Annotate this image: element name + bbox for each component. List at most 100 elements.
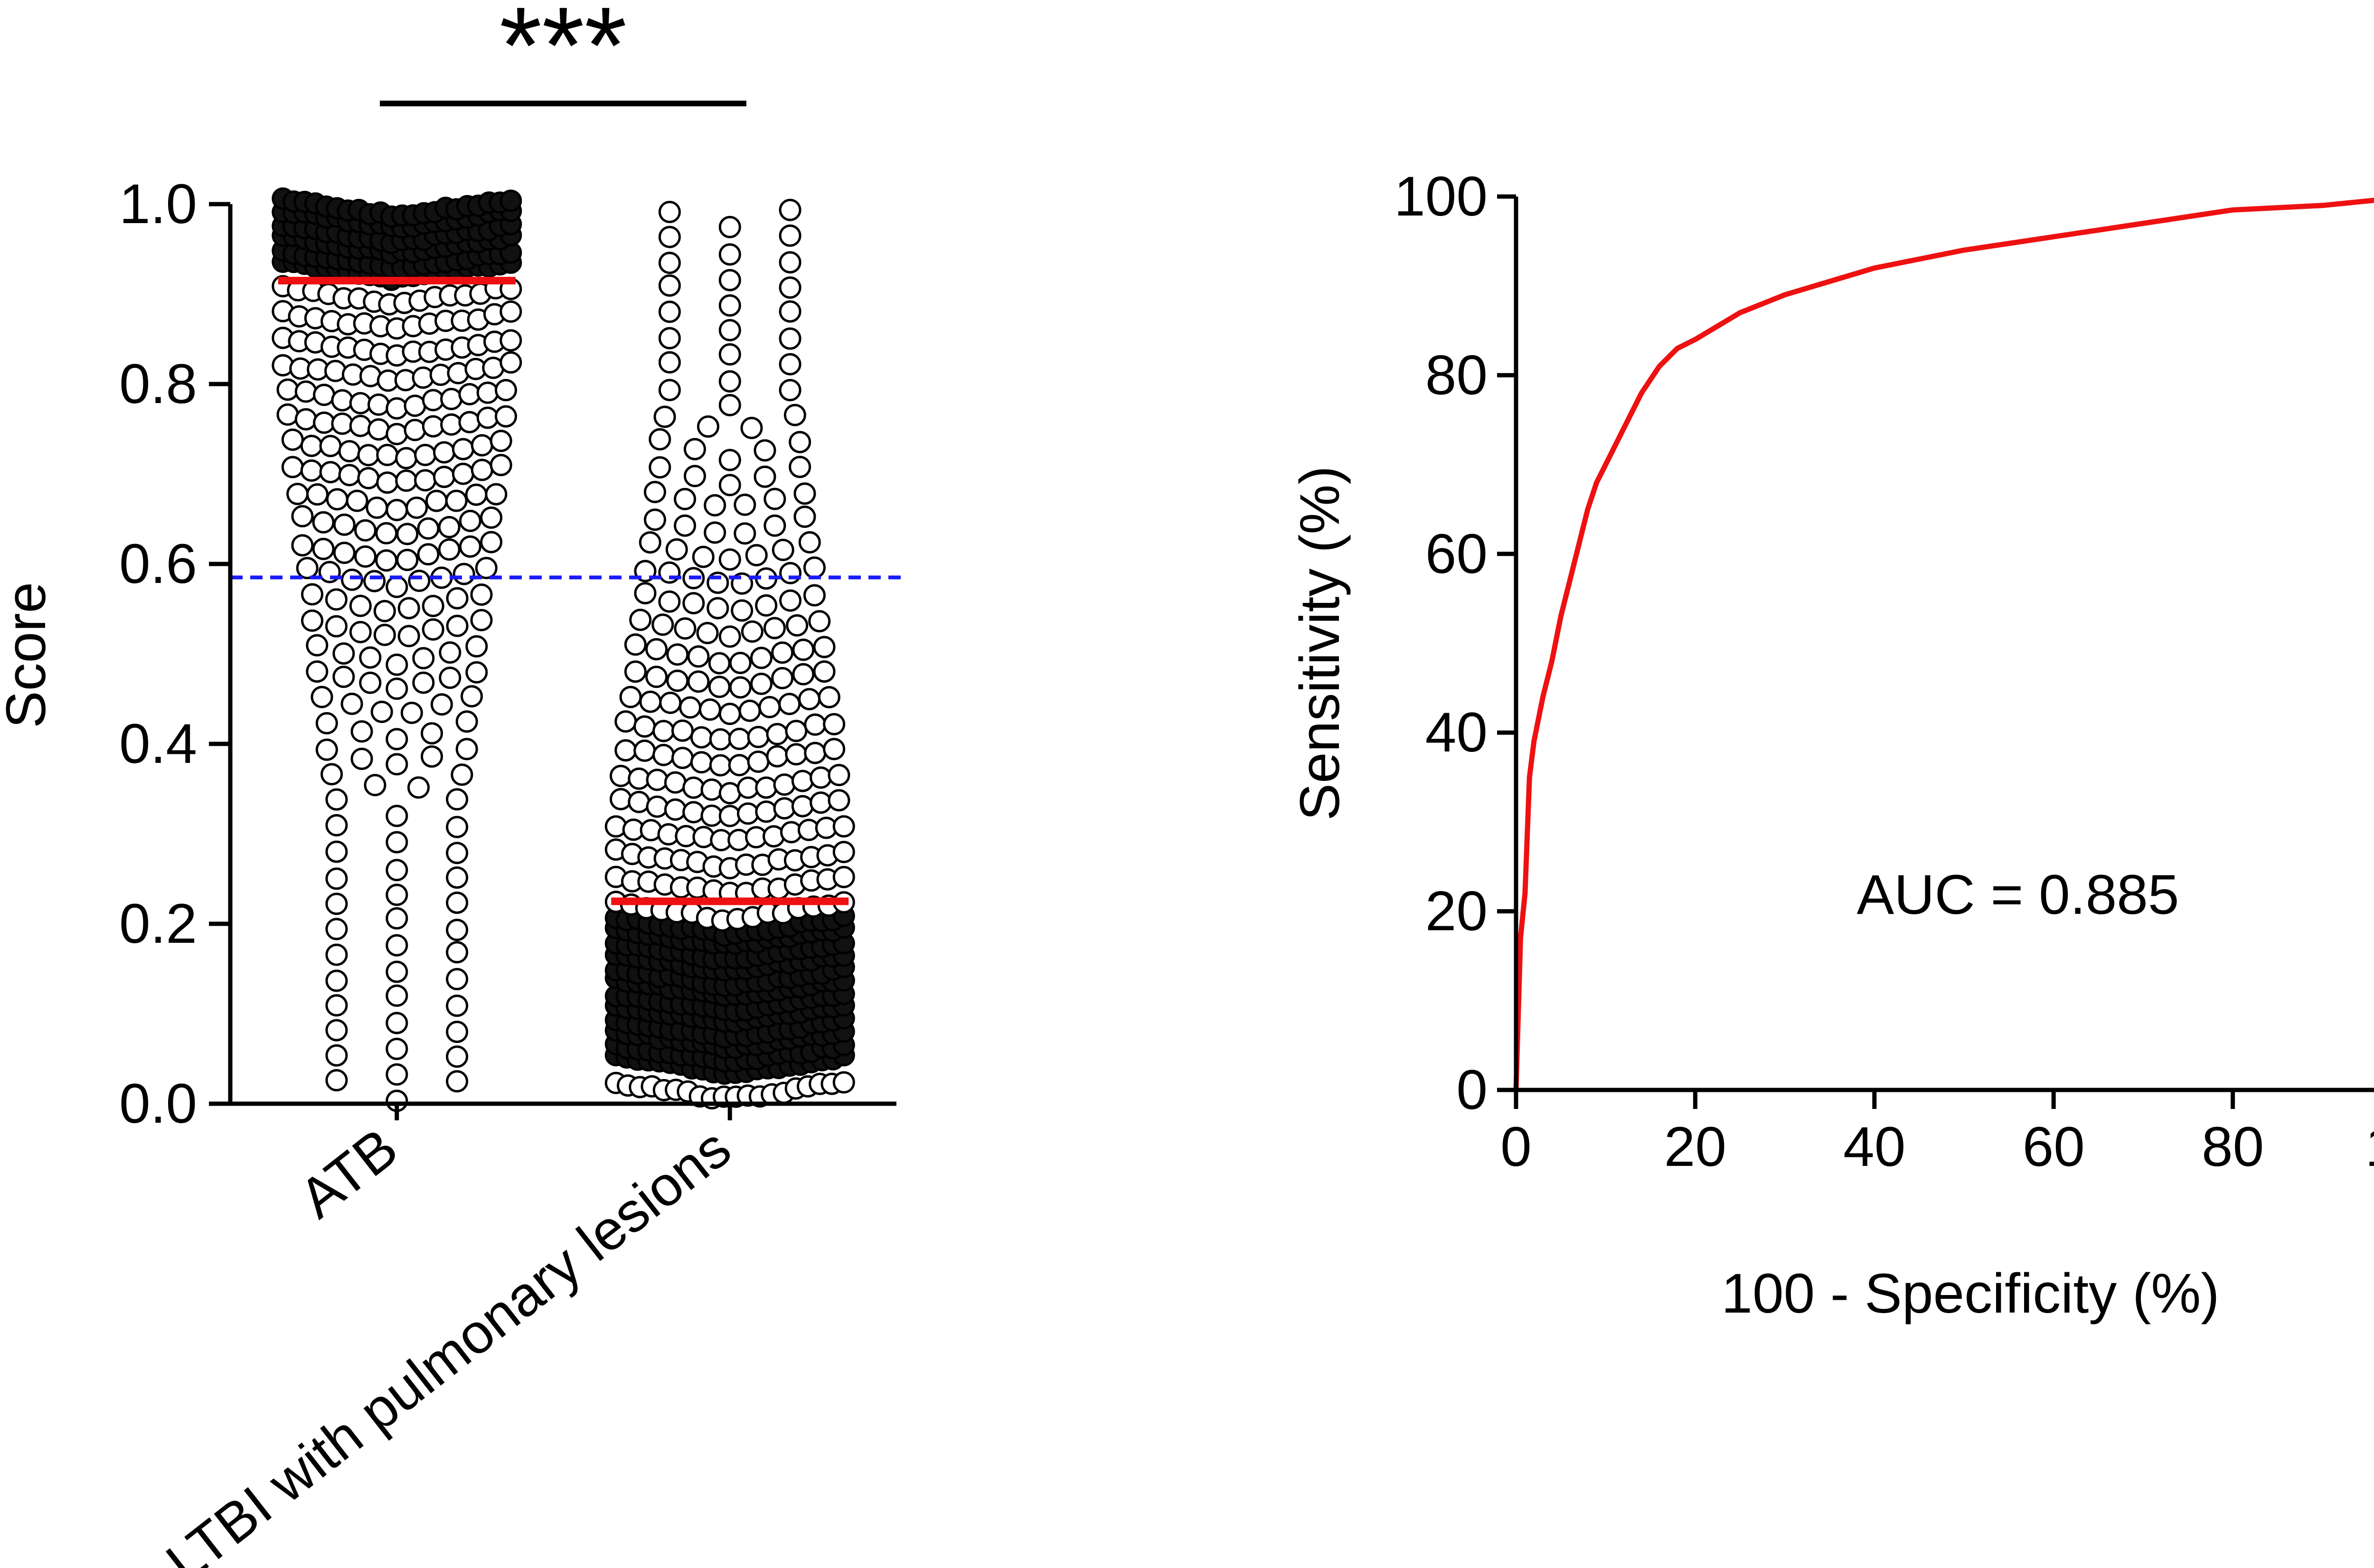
data-point: [349, 392, 372, 414]
data-point: [828, 764, 850, 787]
data-point: [325, 1019, 348, 1042]
y-axis-label: Score: [0, 582, 57, 728]
data-point: [792, 663, 815, 685]
data-point: [664, 798, 687, 821]
data-point: [338, 464, 361, 487]
data-point: [737, 802, 759, 825]
data-point: [485, 483, 508, 506]
data-point: [718, 474, 741, 497]
data-point: [471, 459, 493, 481]
data-point: [325, 615, 348, 638]
data-point: [400, 702, 423, 724]
data-point: [729, 652, 752, 674]
data-point: [828, 789, 850, 812]
data-point: [405, 497, 428, 519]
y-tick-label: 100: [1394, 165, 1488, 228]
data-point: [306, 483, 329, 506]
data-point: [311, 685, 333, 708]
data-point: [325, 867, 348, 890]
data-point: [718, 394, 741, 416]
data-point: [690, 726, 713, 749]
data-point: [440, 388, 463, 410]
data-point: [718, 370, 741, 393]
data-point: [740, 417, 763, 439]
data-point: [779, 379, 801, 402]
y-tick-label: 80: [1425, 344, 1488, 406]
data-point: [386, 423, 408, 445]
data-point: [446, 1021, 469, 1043]
data-point: [354, 545, 377, 568]
data-point: [687, 670, 710, 693]
data-point: [832, 1071, 855, 1094]
data-point: [349, 594, 372, 617]
data-point: [633, 739, 656, 762]
x-tick-label: 100: [2365, 1116, 2374, 1178]
data-point: [325, 588, 348, 611]
data-point: [610, 765, 632, 787]
data-point: [708, 676, 731, 698]
data-point: [619, 685, 642, 708]
data-point: [645, 638, 668, 661]
data-point: [446, 892, 469, 914]
data-point: [476, 381, 499, 404]
data-point: [325, 840, 348, 863]
data-point: [773, 797, 796, 820]
data-point: [300, 459, 323, 482]
data-point: [718, 548, 741, 571]
data-point: [325, 943, 348, 966]
data-point: [414, 469, 437, 492]
data-point: [818, 686, 840, 709]
data-point: [315, 738, 338, 761]
data-point: [386, 907, 408, 930]
data-point: [755, 594, 778, 617]
data-point: [658, 351, 681, 374]
data-point: [446, 866, 469, 889]
data-point: [629, 609, 652, 631]
data-point: [458, 383, 481, 405]
data-point: [718, 243, 741, 266]
data-point: [446, 842, 469, 864]
data-point: [459, 535, 481, 558]
data-point: [412, 671, 435, 694]
data-point: [446, 968, 469, 990]
data-point: [471, 434, 493, 457]
data-point: [331, 389, 354, 412]
data-point: [373, 623, 396, 646]
data-point: [386, 575, 408, 598]
data-point: [325, 918, 348, 940]
data-point: [793, 506, 816, 528]
y-tick-label: 0.6: [119, 533, 197, 595]
data-point: [798, 531, 821, 554]
data-point: [674, 617, 697, 640]
x-tick-label: 0: [1500, 1116, 1532, 1178]
data-point: [832, 866, 855, 888]
data-point: [682, 592, 705, 615]
data-point: [386, 1012, 408, 1034]
data-point: [633, 715, 656, 738]
data-point: [658, 252, 681, 274]
data-point: [652, 743, 675, 766]
data-point: [785, 743, 808, 766]
data-point: [803, 584, 826, 607]
data-point: [291, 505, 314, 527]
data-point: [832, 815, 855, 838]
data-point: [446, 816, 469, 838]
data-point: [700, 804, 723, 827]
data-point: [658, 225, 681, 248]
data-point: [644, 508, 666, 531]
data-point: [446, 614, 469, 637]
data-point: [495, 405, 517, 428]
data-point: [350, 748, 373, 770]
data-point: [319, 461, 342, 484]
data-point: [684, 465, 706, 488]
data-point: [803, 556, 826, 579]
data-point: [763, 514, 786, 537]
y-ticks: 0.0 0.2 0.4 0.6 0.8 1.0: [119, 173, 230, 1135]
y-tick-label: 40: [1425, 701, 1488, 764]
data-point: [718, 703, 741, 725]
data-point: [376, 471, 399, 494]
data-point: [446, 587, 469, 610]
y-tick-label: 0: [1456, 1059, 1488, 1121]
data-point: [452, 438, 474, 460]
